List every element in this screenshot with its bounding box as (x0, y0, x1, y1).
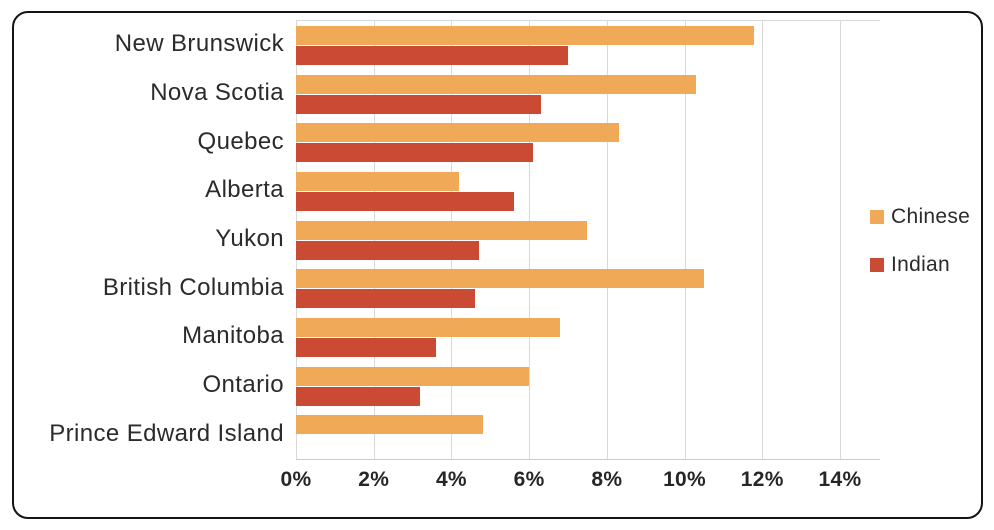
bar-group (296, 216, 880, 265)
bar-indian (296, 337, 436, 357)
bar-indian (296, 45, 568, 65)
bar-chinese (296, 74, 697, 94)
bar-group (296, 21, 880, 70)
bar-indian (296, 240, 479, 260)
legend: Chinese Indian (870, 205, 970, 277)
bar-group (296, 313, 880, 362)
x-axis: 0% 2% 4% 6% 8% 10% 12% 14% (281, 468, 880, 502)
category-label: Yukon (215, 225, 284, 253)
bar-chinese (296, 366, 530, 386)
x-axis-tick-label: 14% (818, 468, 862, 491)
bar-chinese (296, 269, 704, 289)
legend-swatch-icon (870, 210, 884, 224)
bar-indian (296, 386, 421, 406)
gridline (296, 21, 297, 459)
gridline (606, 21, 608, 459)
bar-group (296, 410, 880, 459)
bar-chinese (296, 171, 460, 191)
bar-group (296, 167, 880, 216)
gridline (529, 21, 531, 459)
bar-group (296, 70, 880, 119)
bar-indian (296, 143, 534, 163)
x-axis-tick-label: 6% (513, 468, 545, 491)
bar-chinese (296, 317, 561, 337)
legend-item-chinese: Chinese (870, 205, 970, 229)
category-label: Prince Edward Island (49, 419, 284, 447)
gridlines (296, 21, 880, 459)
category-label: Manitoba (182, 322, 284, 350)
gridline (451, 21, 453, 459)
x-axis-tick-label: 8% (591, 468, 623, 491)
legend-label: Indian (891, 253, 951, 276)
legend-label: Chinese (891, 205, 971, 228)
legend-swatch-icon (870, 258, 884, 272)
x-axis-tick-label: 2% (358, 468, 390, 491)
bar-chinese (296, 123, 619, 143)
gridline (839, 21, 841, 459)
bar-chinese (296, 220, 588, 240)
category-label: Ontario (202, 371, 284, 399)
category-label: Alberta (205, 176, 284, 204)
bar-group (296, 362, 880, 411)
category-labels: New Brunswick Nova Scotia Quebec Alberta Yuk… (0, 20, 284, 458)
category-label: Quebec (197, 127, 284, 155)
bar-chinese (296, 25, 755, 45)
bar-indian (296, 289, 475, 309)
category-label: Nova Scotia (150, 79, 284, 106)
bar-group (296, 118, 880, 167)
gridline (762, 21, 764, 459)
bar-indian (296, 191, 514, 211)
gridline (684, 21, 686, 459)
legend-item-indian: Indian (870, 253, 970, 277)
x-axis-tick-label: 4% (435, 468, 467, 491)
category-label: British Columbia (102, 273, 284, 301)
bar-indian (296, 94, 541, 114)
bar-rows (296, 21, 880, 459)
bar-chinese (296, 415, 483, 435)
gridline (373, 21, 375, 459)
x-axis-tick-label: 10% (663, 468, 707, 491)
plot-area (296, 20, 880, 460)
x-axis-tick-label: 0% (280, 468, 312, 491)
x-axis-tick-label: 12% (740, 468, 784, 491)
category-label: New Brunswick (114, 30, 284, 58)
bar-group (296, 264, 880, 313)
